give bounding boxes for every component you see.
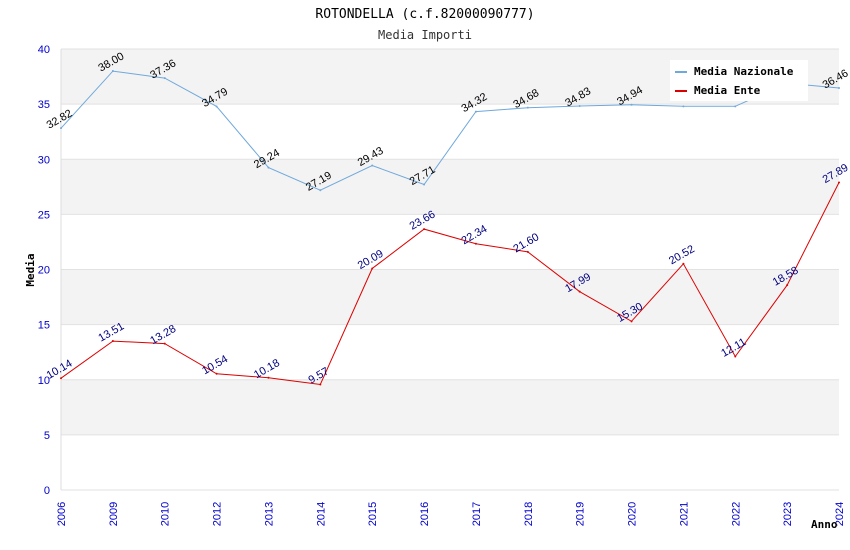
y-tick-label: 15	[38, 320, 50, 332]
x-tick-label: 2022	[730, 502, 742, 526]
data-point	[734, 105, 737, 108]
data-point	[682, 262, 685, 265]
data-point	[578, 290, 581, 293]
grid-band	[61, 269, 839, 325]
y-tick-label: 35	[38, 99, 50, 111]
x-tick-label: 2020	[627, 502, 639, 526]
grid-bands	[60, 48, 839, 491]
x-tick-label: 2014	[315, 502, 327, 526]
grid-band	[61, 214, 839, 270]
data-point	[60, 127, 62, 130]
data-point	[682, 105, 685, 108]
grid-band	[61, 104, 839, 160]
legend-box	[670, 60, 808, 101]
data-point	[526, 250, 529, 253]
legend-label-nazionale: Media Nazionale	[694, 65, 794, 78]
x-tick-label: 2006	[56, 502, 68, 526]
data-point	[267, 376, 270, 379]
data-point	[319, 189, 322, 192]
data-point	[111, 70, 114, 73]
grid-band	[61, 434, 839, 490]
grid-band	[61, 379, 839, 435]
y-tick-label: 25	[38, 209, 50, 221]
data-point	[526, 106, 529, 109]
legend-label-ente: Media Ente	[694, 84, 761, 97]
x-axis: 2006 2009 2010 2012 2013 2014 2015 2016 2017 2018…	[56, 502, 846, 526]
chart-title: ROTONDELLA (c.f.82000090777)	[315, 7, 534, 22]
data-point	[838, 181, 840, 184]
data-point	[474, 242, 477, 245]
data-point	[371, 267, 374, 270]
series-lines	[60, 70, 840, 386]
x-tick-label: 2016	[419, 502, 431, 526]
data-point	[474, 110, 477, 113]
data-point	[734, 355, 737, 358]
x-tick-label: 2024	[834, 502, 846, 526]
x-tick-label: 2023	[782, 502, 794, 526]
y-tick-label: 30	[38, 154, 50, 166]
data-point	[630, 320, 633, 323]
legend: Media Nazionale Media Ente	[670, 60, 808, 101]
data-point	[215, 105, 218, 108]
series-line	[60, 70, 840, 191]
y-tick-label: 20	[38, 265, 50, 277]
data-point	[423, 228, 426, 231]
x-tick-label: 2019	[575, 502, 587, 526]
data-point	[267, 166, 270, 169]
y-axis-title: Media	[24, 253, 37, 286]
data-point	[319, 383, 322, 386]
y-tick-label: 0	[44, 485, 50, 497]
x-tick-label: 2015	[367, 502, 379, 526]
y-tick-label: 40	[38, 44, 50, 56]
x-tick-label: 2012	[212, 502, 224, 526]
data-point	[215, 372, 218, 375]
data-point	[630, 103, 633, 106]
data-point	[786, 284, 789, 287]
data-point	[111, 340, 114, 343]
data-point	[423, 183, 426, 186]
x-tick-label: 2018	[523, 502, 535, 526]
x-tick-label: 2017	[471, 502, 483, 526]
x-tick-label: 2009	[108, 502, 120, 526]
x-tick-label: 2010	[160, 502, 172, 526]
grid-band	[61, 324, 839, 380]
chart-subtitle: Media Importi	[378, 28, 472, 42]
x-tick-label: 2021	[678, 502, 690, 526]
x-axis-title: Anno	[811, 518, 838, 531]
data-point	[578, 104, 581, 107]
y-tick-label: 5	[44, 430, 50, 442]
data-point	[838, 87, 840, 90]
y-tick-label: 10	[38, 375, 50, 387]
series-line	[60, 182, 840, 386]
data-point	[163, 342, 166, 345]
grid-band	[61, 159, 839, 215]
data-point	[163, 77, 166, 80]
data-point	[371, 164, 374, 167]
data-point	[60, 377, 62, 380]
y-axis: 0 5 10 15 20 25 30 35 40	[38, 44, 50, 497]
x-tick-label: 2013	[263, 502, 275, 526]
